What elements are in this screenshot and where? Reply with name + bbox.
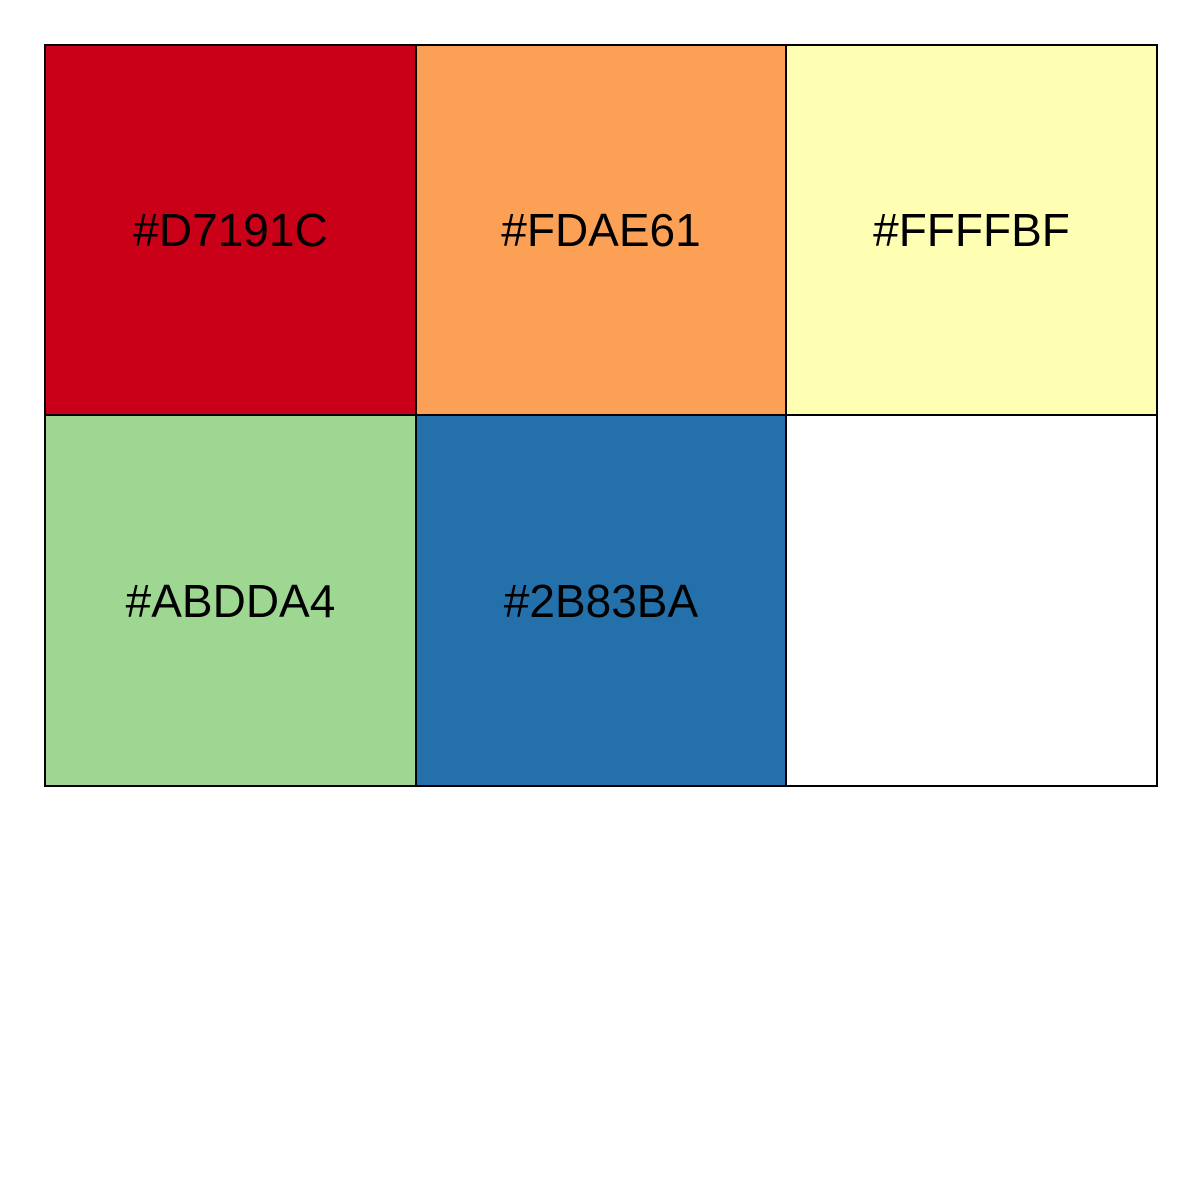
swatch-label: #ABDDA4 bbox=[125, 574, 336, 627]
swatch-d7191c: #D7191C bbox=[44, 44, 417, 416]
swatch-label: #2B83BA bbox=[503, 574, 699, 627]
swatch-empty bbox=[785, 414, 1158, 787]
swatch-label: #FDAE61 bbox=[501, 204, 701, 256]
swatch-label: #FFFFBF bbox=[873, 204, 1070, 256]
color-palette-grid: #D7191C #FDAE61 #FFFFBF #ABDDA4 #2B83BA bbox=[44, 44, 1158, 787]
swatch-ffffbf: #FFFFBF bbox=[785, 44, 1158, 416]
swatch-fdae61: #FDAE61 bbox=[415, 44, 787, 416]
swatch-label: #D7191C bbox=[133, 204, 328, 256]
swatch-2b83ba: #2B83BA bbox=[415, 414, 787, 787]
swatch-abdda4: #ABDDA4 bbox=[44, 414, 417, 787]
